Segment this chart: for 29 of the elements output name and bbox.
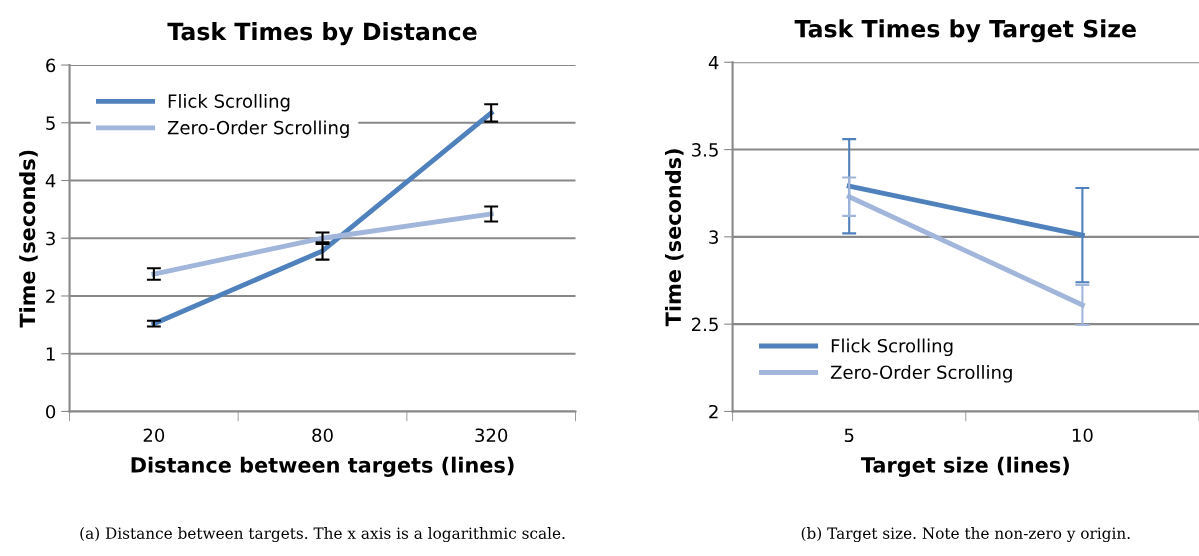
y-tick-label: 3.5 [692,143,718,157]
text: (a) Distance between targets. The x axis is a logarithmic scale. [80,527,565,543]
y-tick-label: 4 [708,55,719,70]
chart-title: Task Times by Target Size [794,19,1136,43]
x-axis-title: Target size (lines) [860,456,1069,478]
y-tick-label: 3 [46,231,55,246]
y-tick-label: 5 [46,116,55,130]
legend-label: Zero-Order Scrolling [830,365,1012,383]
y-tick-label: 1 [46,347,55,361]
y-tick-label: 2 [709,404,718,419]
legend-label: Flick Scrolling [831,338,953,357]
x-tick-label: 10 [1072,428,1093,443]
x-tick-label: 20 [143,428,165,443]
y-axis-title: Time (seconds) [664,149,684,327]
y-tick-label: 2 [46,289,55,303]
x-tick-label: 5 [844,428,854,443]
legend-label: Zero-Order Scrolling [167,120,349,138]
y-tick-label: 4 [45,174,56,188]
y-tick-label: 6 [46,58,56,73]
x-tick-label: 320 [475,428,508,443]
y-tick-label: 2.5 [692,317,718,332]
text: (b) Target size. Note the non-zero y origin. [801,527,1130,543]
x-tick-label: 80 [312,428,333,443]
x-axis-title: Distance between targets (lines) [131,456,514,478]
y-tick-label: 3 [709,230,718,244]
legend-label: Flick Scrolling [168,93,290,112]
y-tick-label: 0 [46,404,56,419]
chart-title: Task Times by Distance [167,22,477,46]
y-axis-title: Time (seconds) [19,150,38,328]
